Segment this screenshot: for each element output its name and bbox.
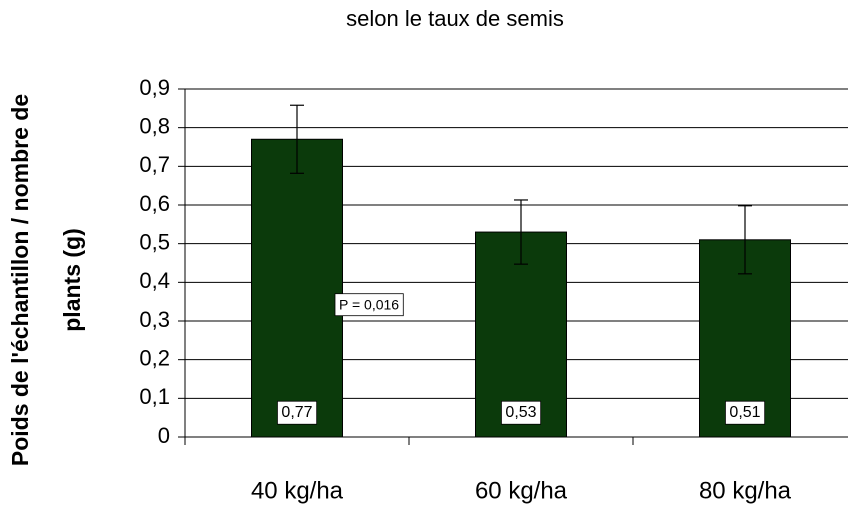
y-axis-label: Poids de l'échantillon / nombre de plant…: [7, 94, 85, 466]
bar: [251, 138, 343, 438]
y-axis-label-line: plants (g): [59, 228, 85, 332]
chart-title: selon le taux de semis: [346, 6, 564, 31]
value-label: 0,51: [729, 404, 760, 421]
y-tick-label: 0,3: [139, 307, 170, 332]
y-tick-label: 0,5: [139, 229, 170, 254]
y-tick-label: 0,9: [139, 75, 170, 100]
value-label-box: [501, 400, 542, 425]
value-label: 0,53: [505, 404, 536, 421]
x-tick-label: 80 kg/ha: [699, 477, 792, 504]
value-label-box: [725, 400, 766, 425]
y-tick-label: 0,8: [139, 113, 170, 138]
y-tick-label: 0: [158, 423, 170, 448]
y-tick-label: 0,6: [139, 191, 170, 216]
value-label: 0,77: [281, 404, 312, 421]
y-tick-label: 0,2: [139, 345, 170, 370]
value-label-box: [277, 400, 318, 425]
annotation-box: [334, 293, 404, 317]
y-axis-label-line: Poids de l'échantillon / nombre de: [7, 94, 33, 466]
error-bar: [514, 199, 528, 265]
annotation: P = 0,016: [339, 297, 399, 313]
x-tick-label: 60 kg/ha: [475, 477, 568, 504]
y-tick-label: 0,4: [139, 268, 170, 293]
x-tick-label: 40 kg/ha: [251, 477, 344, 504]
error-bar: [290, 104, 304, 174]
y-tick-label: 0,7: [139, 152, 170, 177]
error-bar: [738, 205, 752, 275]
y-tick-label: 0,1: [139, 384, 170, 409]
